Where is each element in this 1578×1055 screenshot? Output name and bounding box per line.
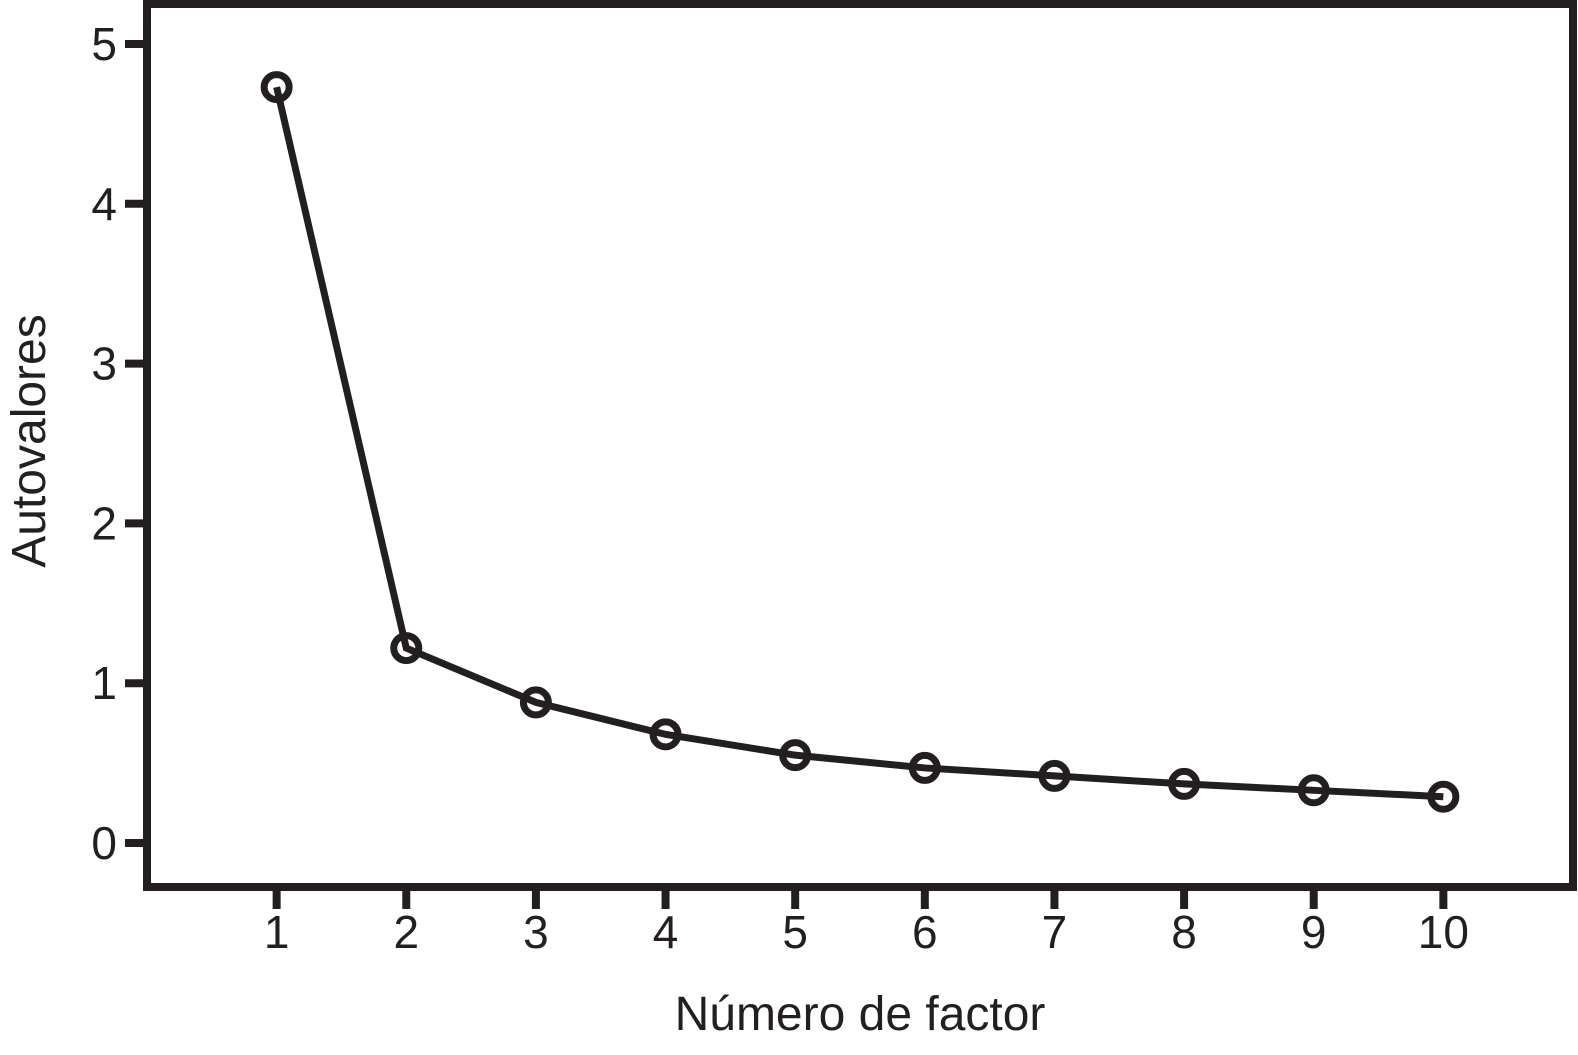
x-tick-label: 3: [523, 906, 549, 958]
y-tick-label: 0: [91, 817, 117, 869]
x-tick-label: 6: [912, 906, 938, 958]
y-tick-label: 1: [91, 657, 117, 709]
data-point-6: [908, 751, 941, 784]
x-tick-label: 8: [1171, 906, 1197, 958]
y-tick-label: 3: [91, 338, 117, 390]
data-point-10: [1427, 780, 1460, 813]
y-tick-label: 4: [91, 178, 117, 230]
data-point-4: [649, 718, 682, 751]
x-tick-label: 10: [1418, 906, 1469, 958]
x-tick-label: 2: [393, 906, 419, 958]
x-axis-title: Número de factor: [675, 988, 1046, 1041]
data-point-3: [519, 686, 552, 719]
data-point-8: [1168, 767, 1201, 800]
y-tick-label: 2: [91, 497, 117, 549]
x-tick-label: 9: [1301, 906, 1327, 958]
y-axis-title: Autovalores: [3, 314, 56, 567]
x-tick-label: 5: [782, 906, 808, 958]
data-point-9: [1297, 774, 1330, 807]
eigenvalue-line: [273, 86, 1444, 801]
x-tick-label: 4: [653, 906, 679, 958]
data-point-2: [390, 632, 423, 665]
data-point-1: [260, 71, 293, 104]
y-tick-label: 5: [91, 18, 117, 70]
x-tick-label: 7: [1042, 906, 1068, 958]
x-tick-label: 1: [264, 906, 290, 958]
data-point-7: [1038, 759, 1071, 792]
plot-frame: [143, 0, 1577, 891]
data-point-5: [779, 739, 812, 772]
plot-area: 0 1 2 3 4 5 1 2 3 4 5 6 7 8 9 10: [91, 0, 1577, 958]
